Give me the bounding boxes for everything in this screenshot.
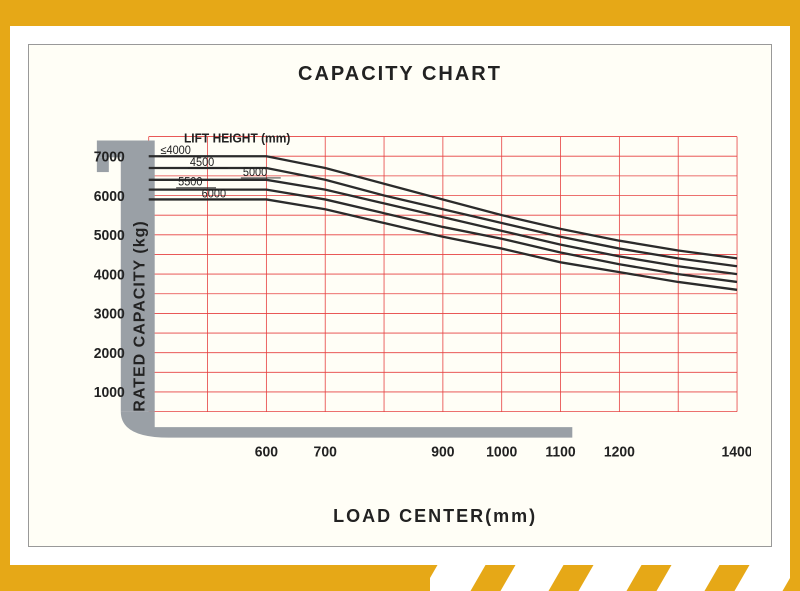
x-tick-label: 900	[431, 444, 454, 460]
series-label: ≤4000	[160, 145, 190, 157]
x-tick-label: 1400	[722, 444, 751, 460]
series-label: 4500	[190, 157, 214, 169]
series-label: 5500	[178, 176, 202, 188]
legend-title: LIFT HEIGHT (mm)	[184, 131, 290, 145]
x-tick-label: 1000	[486, 444, 517, 460]
y-tick-label: 1000	[94, 385, 125, 401]
series-label: 6000	[202, 188, 226, 200]
x-tick-label: 700	[314, 444, 337, 460]
chart-area: RATED CAPACITY (kg) LOAD CENTER(mm) ≤400…	[49, 105, 751, 526]
y-tick-label: 4000	[94, 267, 125, 283]
x-tick-label: 600	[255, 444, 278, 460]
y-tick-label: 7000	[94, 149, 125, 165]
y-tick-label: 6000	[94, 188, 125, 204]
y-axis-label: RATED CAPACITY (kg)	[132, 220, 150, 411]
chart-panel: CAPACITY CHART RATED CAPACITY (kg) LOAD …	[28, 44, 772, 547]
frame-bar-right	[790, 0, 800, 591]
y-tick-label: 3000	[94, 306, 125, 322]
y-tick-label: 2000	[94, 346, 125, 362]
y-tick-label: 5000	[94, 228, 125, 244]
frame-bar-top	[0, 0, 800, 26]
hazard-stripes	[430, 565, 790, 591]
frame-bar-left	[0, 0, 10, 591]
chart-title: CAPACITY CHART	[29, 63, 771, 86]
x-tick-label: 1100	[545, 444, 575, 460]
capacity-chart-svg: ≤40004500500055006000LIFT HEIGHT (mm)100…	[49, 105, 751, 526]
forklift-icon	[97, 141, 572, 438]
series-label: 5000	[243, 167, 267, 179]
x-tick-label: 1200	[604, 444, 635, 460]
x-axis-label: LOAD CENTER(mm)	[333, 506, 537, 527]
